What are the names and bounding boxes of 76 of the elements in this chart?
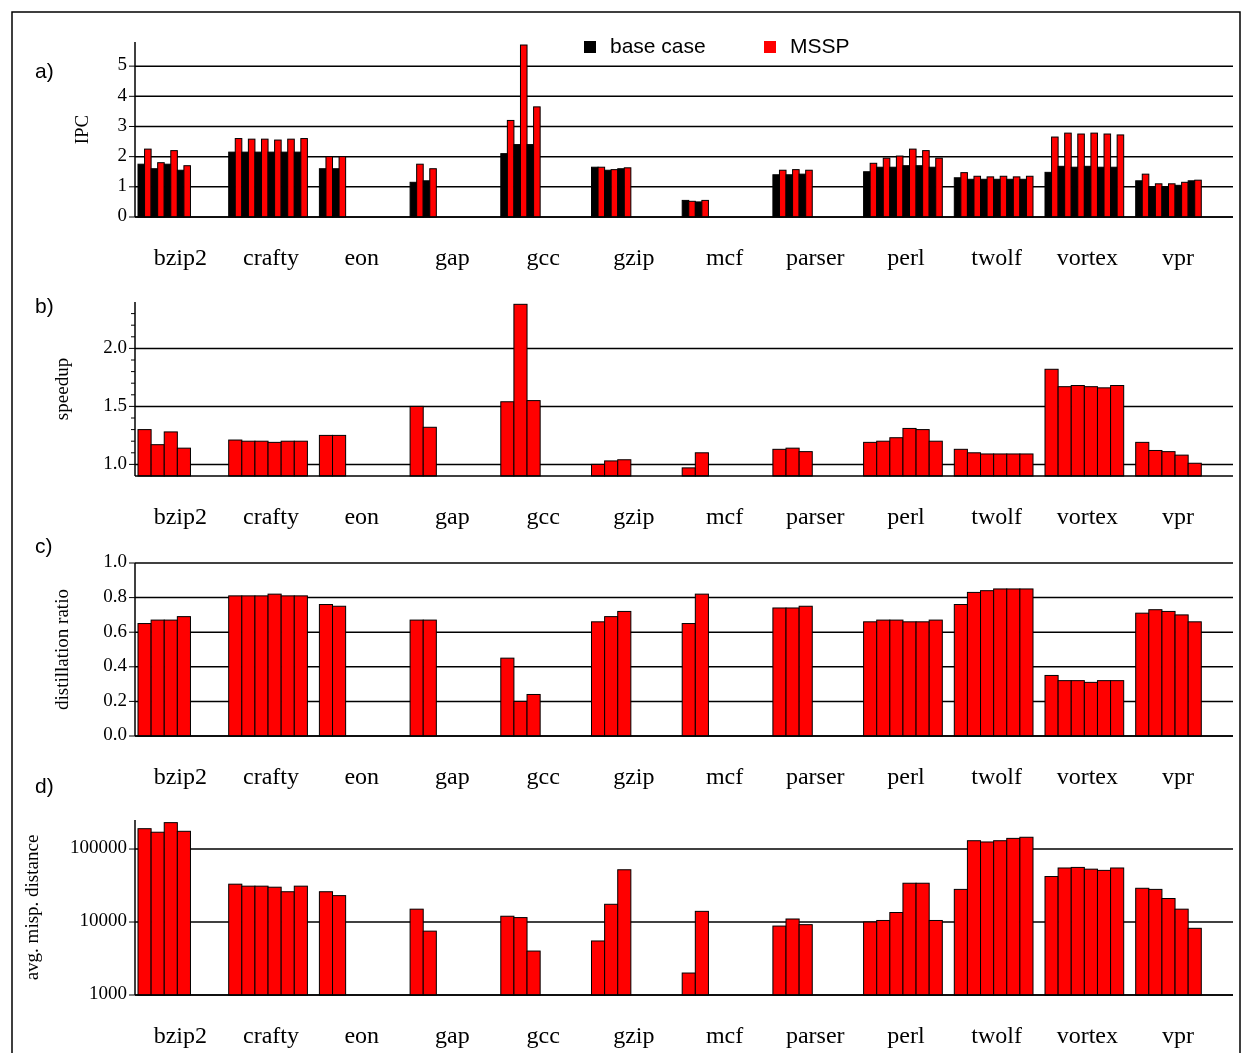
x-tick-label: parser [785, 503, 845, 529]
y-tick-label: 4 [117, 83, 128, 105]
x-tick-label: bzip2 [153, 244, 208, 270]
x-tick-label: bzip2 [153, 763, 208, 789]
x-tick-label: crafty [243, 763, 300, 789]
x-tick-label: vpr [1162, 763, 1195, 789]
y-axis-title: distillation ratio [51, 589, 72, 710]
x-tick-label: gap [435, 1022, 470, 1048]
x-tick-label: perl [887, 244, 925, 270]
x-tick-label: perl [887, 503, 925, 529]
x-tick-label: crafty [243, 1022, 300, 1048]
x-tick-label: gzip [613, 1022, 655, 1048]
x-tick-label: vortex [1056, 763, 1119, 789]
y-tick-label: 2.0 [103, 335, 127, 357]
legend-label: MSSP [790, 33, 850, 57]
x-tick-label: gzip [613, 244, 655, 270]
x-tick-label: gap [435, 244, 470, 270]
y-tick-label: 1 [117, 174, 127, 196]
x-tick-label: eon [344, 763, 380, 789]
x-tick-label: gzip [613, 763, 655, 789]
text: a) [35, 59, 54, 82]
y-tick-label: 0.2 [103, 688, 127, 710]
x-tick-label: eon [344, 1022, 380, 1048]
y-tick-label: 1000 [89, 982, 127, 1004]
x-tick-label: parser [785, 763, 845, 789]
chart-title: d) [35, 774, 54, 797]
x-tick-label: gap [435, 763, 470, 789]
x-tick-label: mcf [705, 763, 744, 789]
x-tick-label: vpr [1162, 503, 1195, 529]
x-tick-label: gcc [526, 1022, 560, 1048]
x-tick-label: eon [344, 244, 380, 270]
x-tick-label: bzip2 [153, 503, 208, 529]
y-tick-label: 0.8 [103, 584, 127, 606]
y-tick-label: 1.0 [103, 451, 127, 473]
y-tick-label: 0 [117, 204, 127, 226]
x-tick-label: crafty [243, 244, 300, 270]
y-tick-label: 1.0 [103, 550, 127, 572]
x-tick-label: twolf [971, 1022, 1022, 1048]
chart-title: c) [35, 534, 53, 557]
x-tick-label: gap [435, 503, 470, 529]
y-tick-label: 10000 [79, 909, 127, 931]
x-tick-label: vortex [1056, 1022, 1119, 1048]
x-tick-label: gcc [526, 763, 560, 789]
x-tick-label: eon [344, 503, 380, 529]
y-tick-label: 0.4 [103, 654, 128, 676]
chart-title: b) [35, 294, 54, 317]
x-tick-label: vpr [1162, 1022, 1195, 1048]
y-axis-title: avg. misp. distance [21, 834, 42, 981]
x-tick-label: vortex [1056, 244, 1119, 270]
x-tick-label: twolf [971, 244, 1022, 270]
x-tick-label: perl [887, 763, 925, 789]
x-tick-label: mcf [705, 503, 744, 529]
x-tick-label: gcc [526, 503, 560, 529]
y-tick-label: 1.5 [103, 393, 127, 415]
y-axis-title: speedup [51, 357, 72, 421]
x-tick-label: vpr [1162, 244, 1195, 270]
legend-label: base case [610, 33, 706, 57]
x-tick-label: twolf [971, 763, 1022, 789]
x-tick-label: mcf [705, 1022, 744, 1048]
x-tick-label: perl [887, 1022, 925, 1048]
x-tick-label: twolf [971, 503, 1022, 529]
y-tick-label: 2 [117, 144, 127, 166]
x-tick-label: parser [785, 244, 845, 270]
y-axis-title: IPC [71, 114, 92, 145]
x-tick-label: gcc [526, 244, 560, 270]
x-tick-label: parser [785, 1022, 845, 1048]
y-tick-label: 3 [117, 113, 127, 135]
x-tick-label: gzip [613, 503, 655, 529]
x-tick-label: vortex [1056, 503, 1119, 529]
y-tick-label: 0.0 [103, 723, 127, 745]
y-tick-label: 5 [117, 53, 127, 75]
x-tick-label: bzip2 [153, 1022, 208, 1048]
y-tick-label: 100000 [70, 836, 127, 858]
x-tick-label: crafty [243, 503, 300, 529]
y-tick-label: 0.6 [103, 619, 127, 641]
x-tick-label: mcf [705, 244, 744, 270]
